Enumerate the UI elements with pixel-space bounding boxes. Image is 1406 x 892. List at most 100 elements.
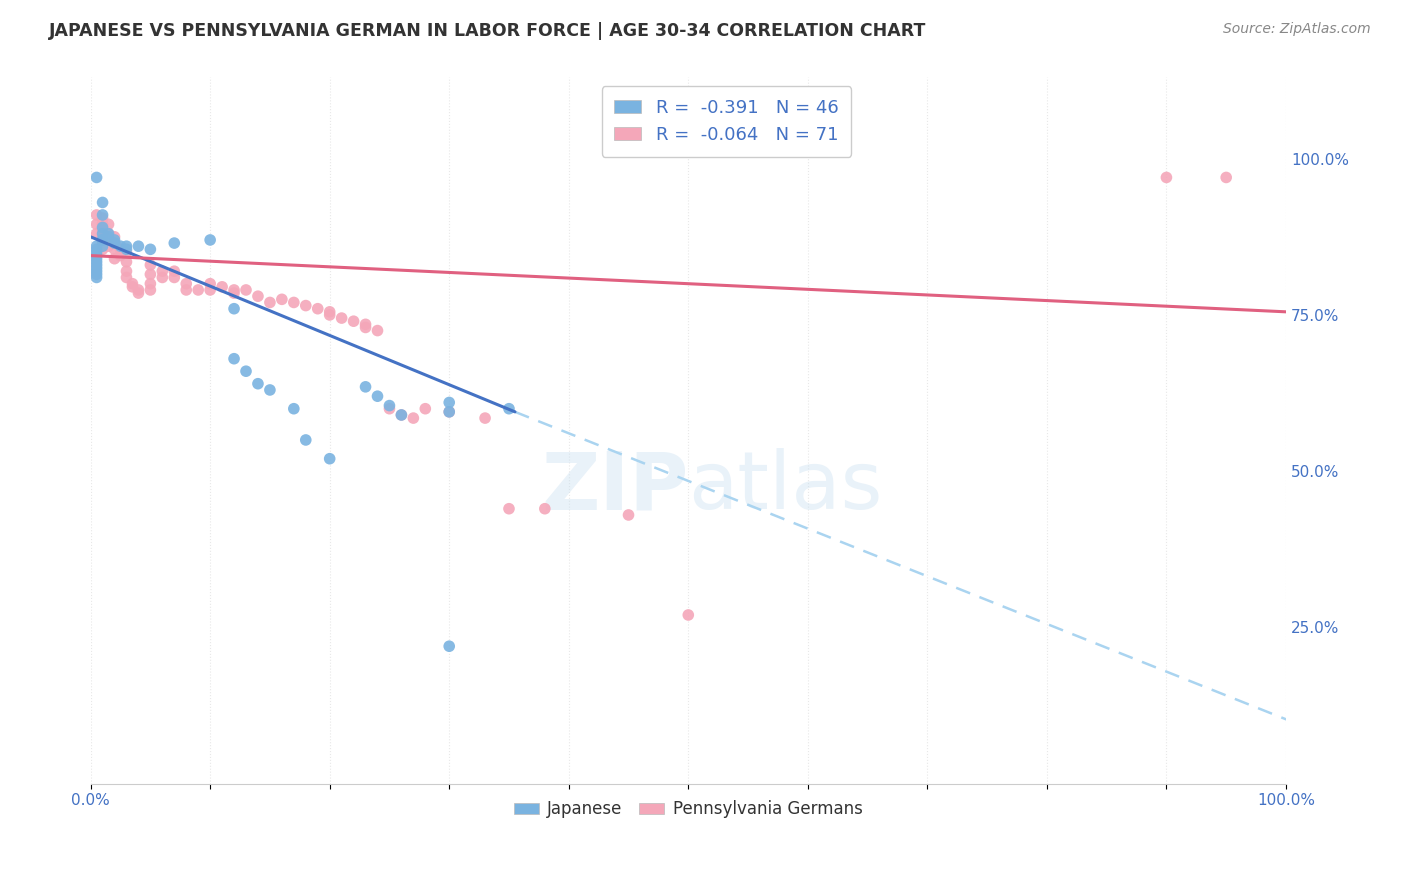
Point [91, 217, 114, 231]
Point [97, 217, 120, 231]
Point [222, 351, 245, 366]
Point [115, 239, 138, 253]
Point [103, 236, 125, 251]
Point [259, 295, 281, 310]
Point [1156, 170, 1178, 185]
Point [91, 239, 114, 253]
Point [474, 411, 496, 425]
Point [91, 233, 114, 247]
Point [439, 405, 461, 419]
Point [235, 364, 257, 378]
Point [498, 501, 520, 516]
Point [91, 195, 114, 210]
Point [366, 324, 388, 338]
Point [86, 249, 108, 263]
Point [246, 289, 269, 303]
Point [86, 252, 108, 266]
Point [86, 258, 108, 272]
Point [97, 227, 120, 241]
Point [270, 293, 292, 307]
Point [678, 607, 700, 622]
Point [163, 236, 186, 251]
Point [110, 249, 132, 263]
Text: JAPANESE VS PENNSYLVANIA GERMAN IN LABOR FORCE | AGE 30-34 CORRELATION CHART: JAPANESE VS PENNSYLVANIA GERMAN IN LABOR… [49, 22, 927, 40]
Point [174, 283, 197, 297]
Point [103, 233, 125, 247]
Text: atlas: atlas [689, 448, 883, 526]
Point [354, 318, 377, 332]
Point [115, 264, 138, 278]
Point [534, 501, 557, 516]
Point [283, 295, 305, 310]
Point [1215, 170, 1237, 185]
Point [91, 233, 114, 247]
Point [127, 286, 149, 301]
Point [86, 270, 108, 285]
Point [366, 389, 388, 403]
Point [97, 233, 120, 247]
Point [439, 405, 461, 419]
Point [91, 227, 114, 241]
Point [235, 283, 257, 297]
Point [139, 283, 162, 297]
Point [150, 264, 173, 278]
Point [115, 245, 138, 260]
Point [187, 283, 209, 297]
Point [378, 399, 401, 413]
Point [439, 395, 461, 409]
Point [110, 243, 132, 257]
Point [198, 233, 221, 247]
Point [389, 408, 412, 422]
Point [91, 208, 114, 222]
Point [86, 243, 108, 257]
Point [97, 227, 120, 241]
Point [222, 286, 245, 301]
Point [246, 376, 269, 391]
Point [97, 239, 120, 253]
Point [86, 208, 108, 222]
Point [115, 243, 138, 257]
Point [439, 639, 461, 653]
Point [283, 401, 305, 416]
Point [91, 220, 114, 235]
Point [91, 211, 114, 225]
Point [294, 433, 316, 447]
Point [127, 283, 149, 297]
Point [259, 383, 281, 397]
Point [86, 227, 108, 241]
Point [139, 243, 162, 257]
Point [318, 451, 340, 466]
Point [318, 308, 340, 322]
Point [139, 268, 162, 282]
Legend: Japanese, Pennsylvania Germans: Japanese, Pennsylvania Germans [508, 794, 869, 825]
Point [163, 264, 186, 278]
Point [354, 380, 377, 394]
Point [378, 401, 401, 416]
Point [103, 243, 125, 257]
Text: Source: ZipAtlas.com: Source: ZipAtlas.com [1223, 22, 1371, 37]
Point [103, 229, 125, 244]
Point [115, 255, 138, 269]
Point [103, 252, 125, 266]
Point [91, 223, 114, 237]
Text: ZIP: ZIP [541, 448, 689, 526]
Point [139, 277, 162, 291]
Point [163, 270, 186, 285]
Point [139, 258, 162, 272]
Point [198, 277, 221, 291]
Point [86, 239, 108, 253]
Point [103, 236, 125, 251]
Point [294, 299, 316, 313]
Point [86, 255, 108, 269]
Point [86, 261, 108, 276]
Point [318, 305, 340, 319]
Point [121, 277, 143, 291]
Point [110, 239, 132, 253]
Point [86, 170, 108, 185]
Point [115, 270, 138, 285]
Point [174, 277, 197, 291]
Point [211, 280, 233, 294]
Point [330, 311, 353, 326]
Point [86, 245, 108, 260]
Point [86, 264, 108, 278]
